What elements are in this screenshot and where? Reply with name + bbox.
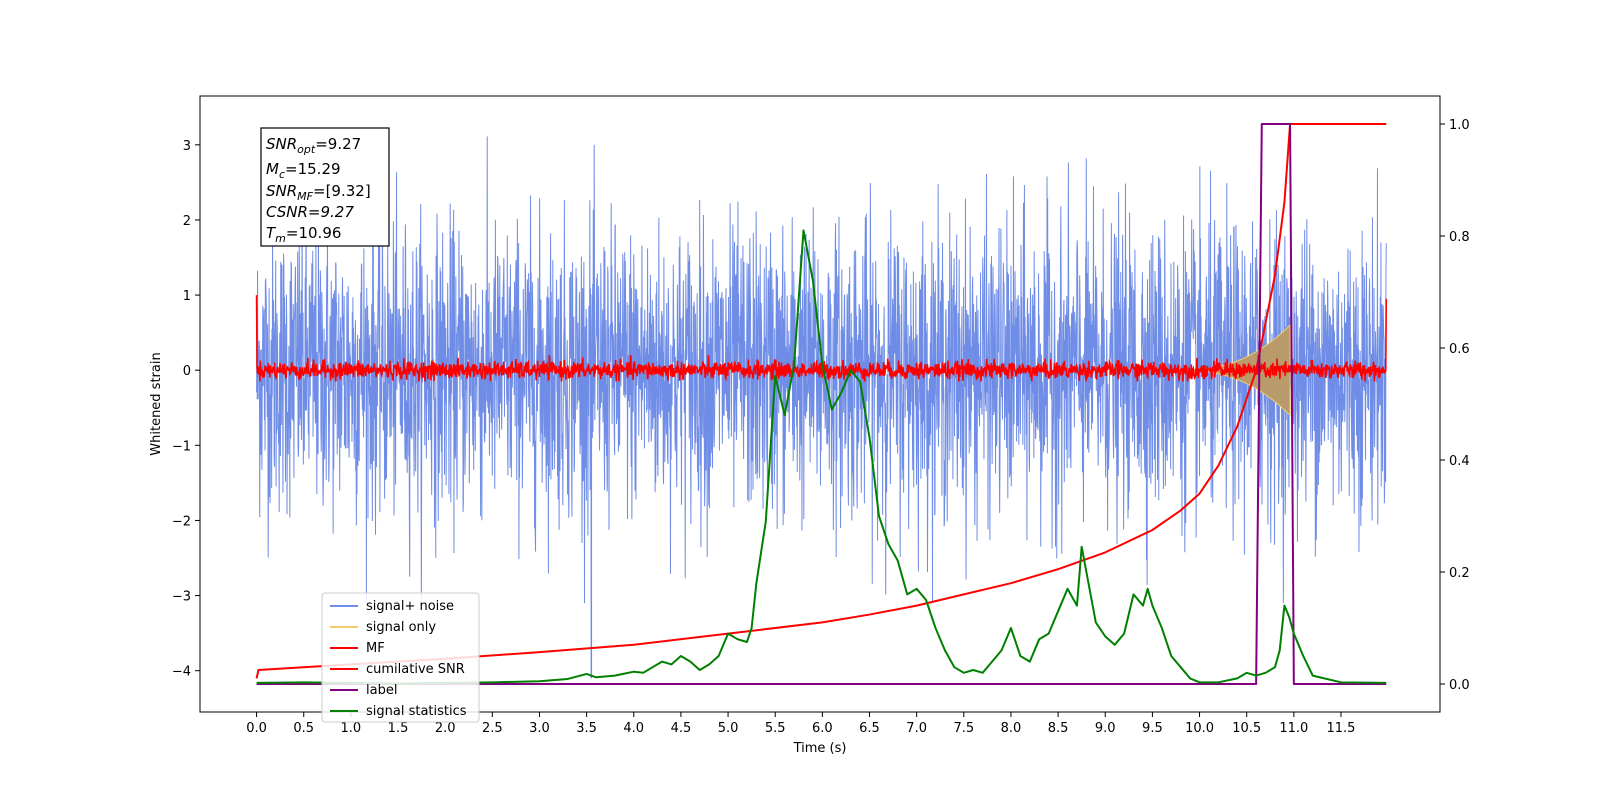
legend-entry-label: label xyxy=(330,683,397,698)
legend-entry-signal-statistics: signal statistics xyxy=(330,704,467,719)
y-tick-label: 1 xyxy=(183,289,191,304)
signal-noise-line xyxy=(256,136,1387,604)
y-tick-label: −3 xyxy=(172,590,191,605)
x-tick-label: 1.5 xyxy=(388,721,409,736)
x-axis-label: Time (s) xyxy=(793,741,847,756)
x-tick-label: 2.0 xyxy=(435,721,456,736)
signal-statistics-series xyxy=(256,229,1387,685)
legend: signal+ noise signal only MF cumilative … xyxy=(321,592,480,723)
legend-label-signal-statistics: signal statistics xyxy=(366,704,467,719)
y-axis-ticks: −4 −3 −2 −1 0 1 2 3 xyxy=(172,139,200,680)
legend-entry-signal-noise: signal+ noise xyxy=(330,599,454,614)
mf-series xyxy=(255,295,1388,382)
info-snr-opt: SNRopt=9.27 xyxy=(266,135,361,156)
y-right-tick-label: 0.4 xyxy=(1449,454,1470,469)
y-right-tick-label: 0.8 xyxy=(1449,230,1470,245)
y-right-axis-ticks: 0.0 0.2 0.4 0.6 0.8 1.0 xyxy=(1440,118,1470,693)
label-line xyxy=(256,123,1387,685)
y-tick-label: 2 xyxy=(183,214,191,229)
x-tick-label: 4.0 xyxy=(623,721,644,736)
info-csnr: CSNR=9.27 xyxy=(266,203,354,221)
y-right-tick-label: 1.0 xyxy=(1449,118,1470,133)
x-tick-label: 11.0 xyxy=(1279,721,1308,736)
x-tick-label: 10.5 xyxy=(1232,721,1261,736)
y-axis-label: Whitened strain xyxy=(149,352,164,455)
y-tick-label: −2 xyxy=(172,514,191,529)
legend-label-mf: MF xyxy=(366,641,385,656)
legend-label-signal-noise: signal+ noise xyxy=(366,599,454,614)
info-tm: Tm=10.96 xyxy=(266,224,341,245)
x-tick-label: 9.5 xyxy=(1142,721,1163,736)
label-series xyxy=(256,123,1387,685)
legend-label-label: label xyxy=(366,683,397,698)
x-tick-label: 3.0 xyxy=(529,721,550,736)
x-axis-ticks: 0.0 0.5 1.0 1.5 2.0 2.5 3.0 3.5 4.0 4.5 5.0 5.5 6.0 6… xyxy=(246,712,1355,736)
x-tick-label: 10.0 xyxy=(1185,721,1214,736)
y-right-tick-label: 0.6 xyxy=(1449,342,1470,357)
x-tick-label: 7.5 xyxy=(953,721,974,736)
mf-line xyxy=(255,295,1388,382)
legend-entry-mf: MF xyxy=(330,641,385,656)
x-tick-label: 5.0 xyxy=(718,721,739,736)
legend-label-signal-only: signal only xyxy=(366,620,436,635)
legend-frame xyxy=(321,592,480,723)
x-tick-label: 1.0 xyxy=(341,721,362,736)
signal-noise-series xyxy=(256,136,1387,679)
x-tick-label: 9.0 xyxy=(1095,721,1116,736)
legend-entry-signal-only: signal only xyxy=(330,620,436,635)
x-tick-label: 6.5 xyxy=(859,721,880,736)
y-tick-label: −1 xyxy=(172,439,191,454)
x-tick-label: 6.0 xyxy=(812,721,833,736)
x-tick-label: 8.5 xyxy=(1048,721,1069,736)
info-mc: Mc=15.29 xyxy=(266,160,341,181)
x-tick-label: 5.5 xyxy=(765,721,786,736)
info-box-frame xyxy=(260,127,390,247)
x-tick-label: 0.5 xyxy=(293,721,314,736)
info-box: SNRopt=9.27 Mc=15.29 SNRMF=[9.32] CSNR=9… xyxy=(260,127,390,247)
y-tick-label: −4 xyxy=(172,665,191,680)
x-tick-label: 11.5 xyxy=(1327,721,1356,736)
x-tick-label: 0.0 xyxy=(246,721,267,736)
y-tick-label: 3 xyxy=(183,139,191,154)
x-tick-label: 3.5 xyxy=(576,721,597,736)
legend-label-cumulative-snr: cumilative SNR xyxy=(366,662,465,677)
x-tick-label: 8.0 xyxy=(1001,721,1022,736)
y-right-tick-label: 0.0 xyxy=(1449,678,1470,693)
info-snr-mf: SNRMF=[9.32] xyxy=(266,182,371,203)
x-tick-label: 7.0 xyxy=(906,721,927,736)
legend-entry-cumulative-snr: cumilative SNR xyxy=(330,662,465,677)
x-tick-label: 4.5 xyxy=(671,721,692,736)
y-tick-label: 0 xyxy=(183,364,191,379)
plot-frame xyxy=(199,95,1441,713)
x-tick-label: 2.5 xyxy=(482,721,503,736)
signal-statistics-line xyxy=(256,229,1387,685)
y-right-tick-label: 0.2 xyxy=(1449,566,1470,581)
